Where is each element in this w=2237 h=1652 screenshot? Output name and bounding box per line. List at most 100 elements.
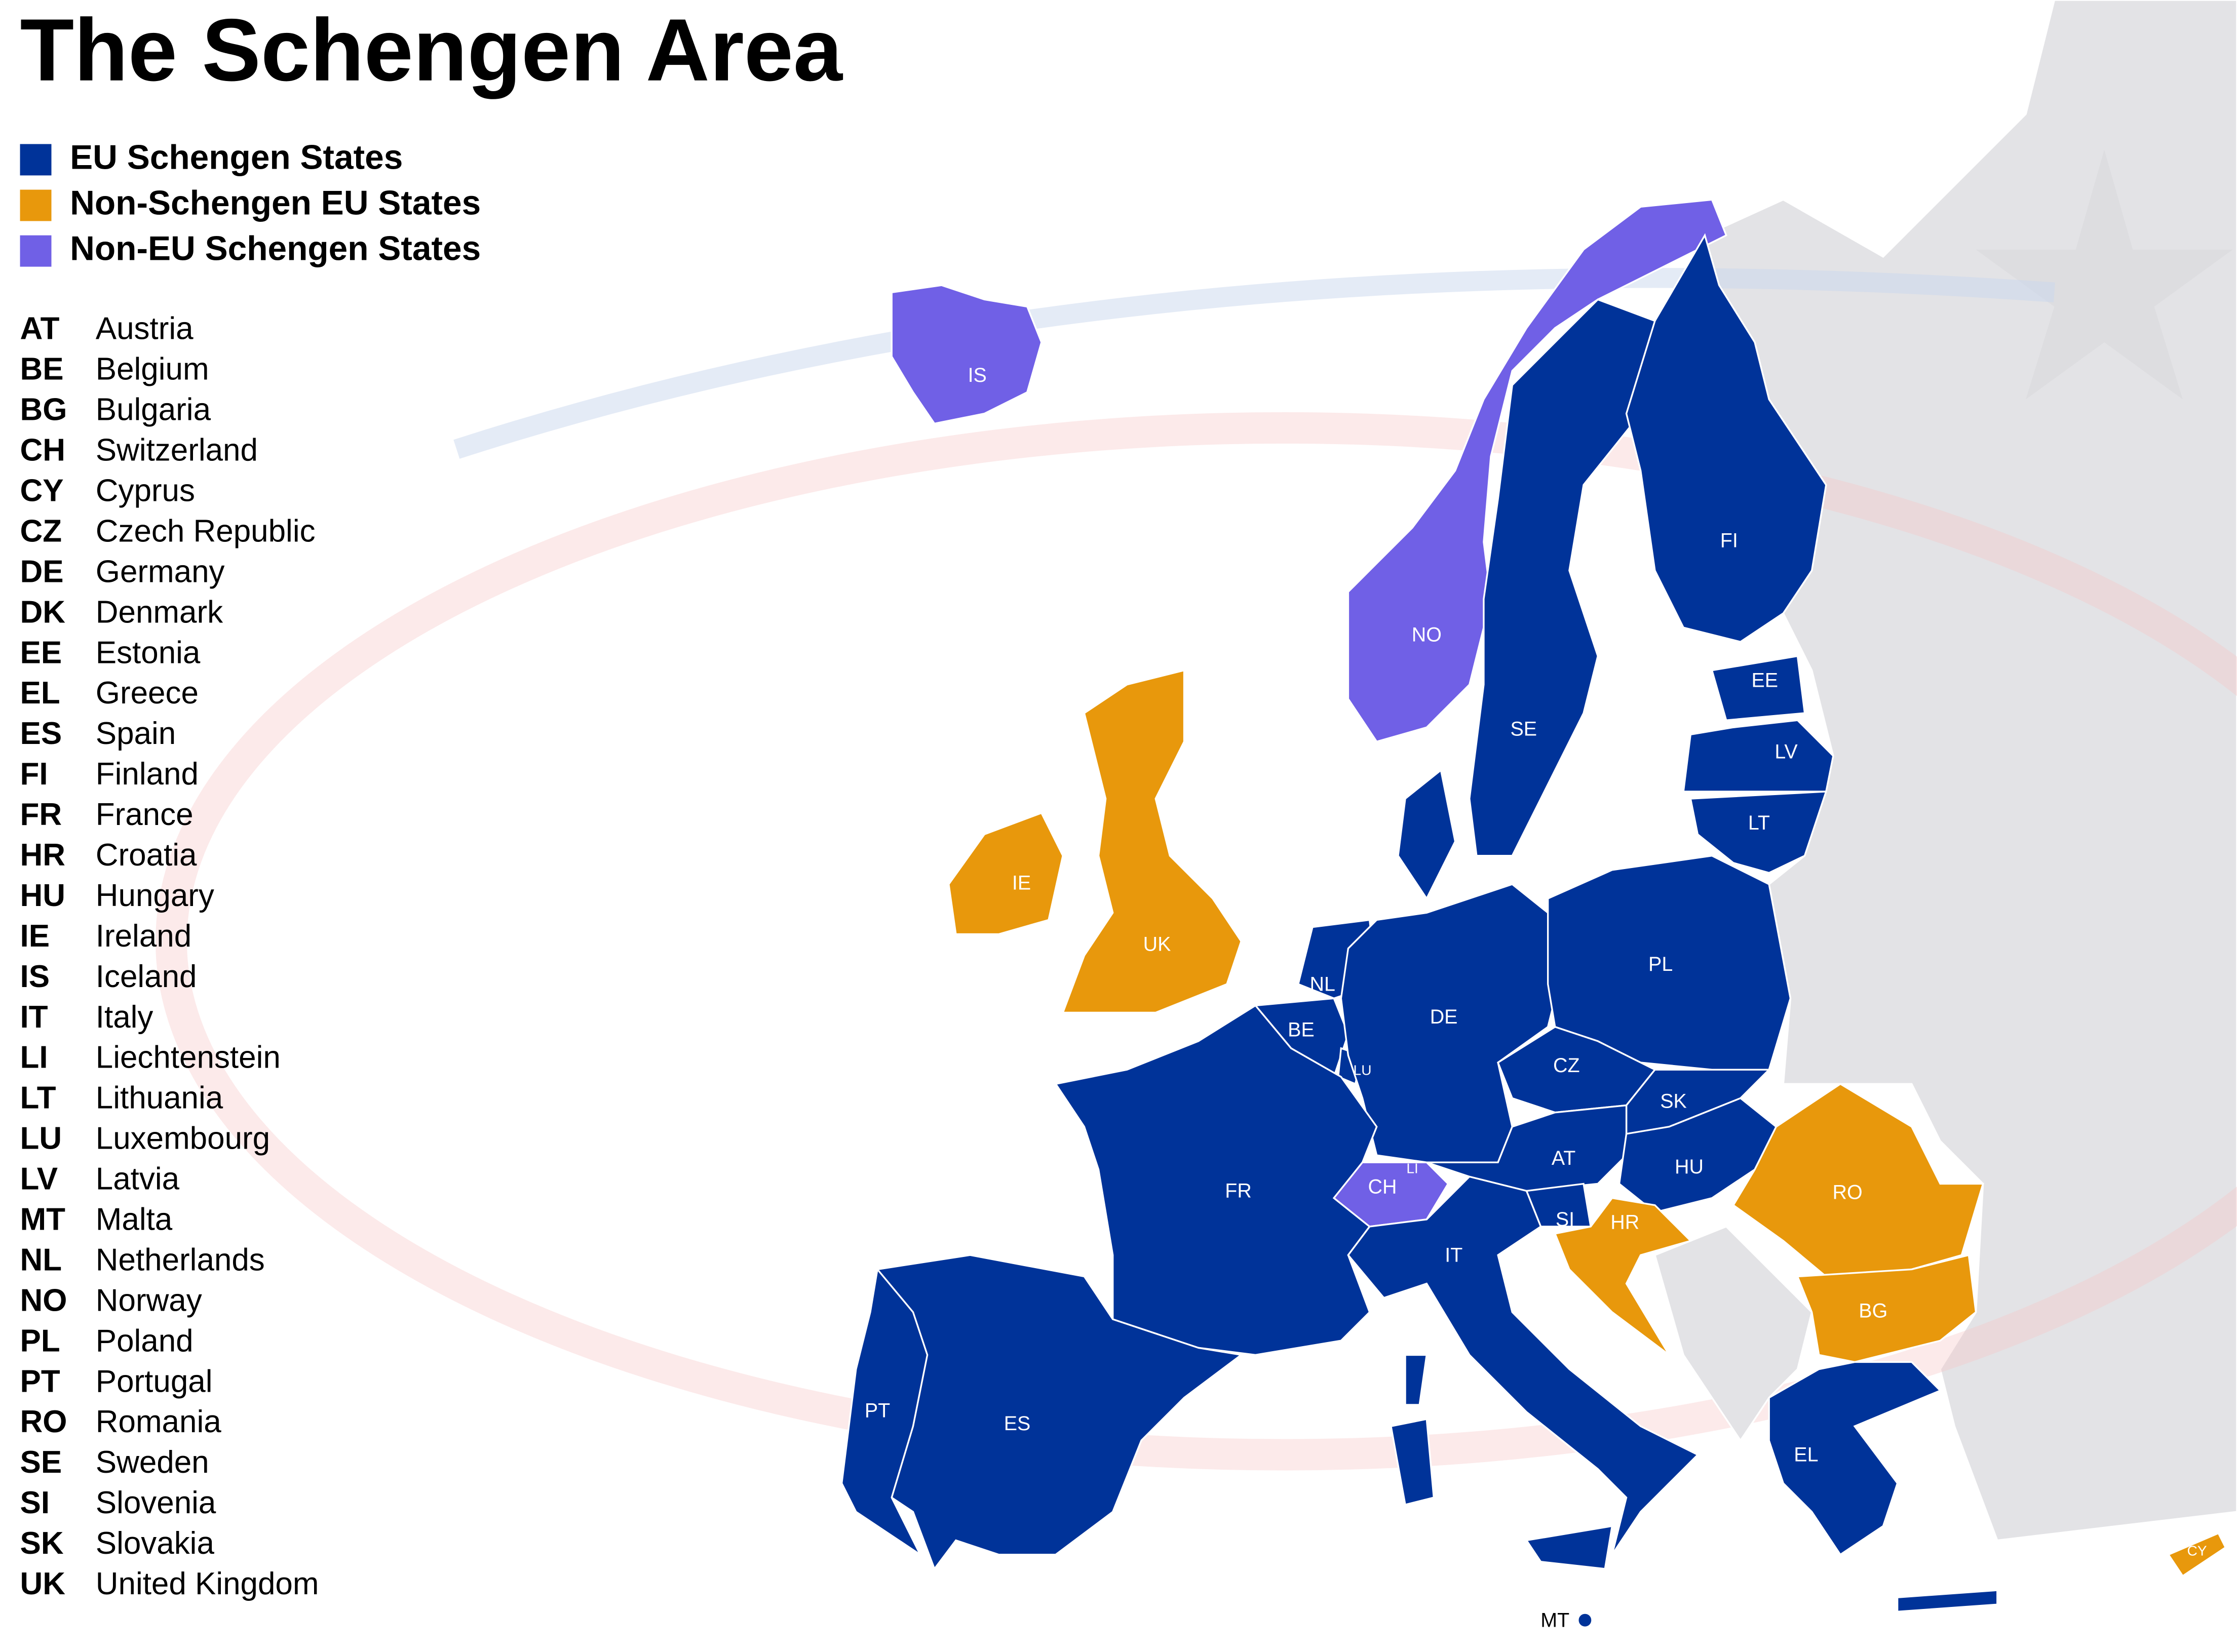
country-name: Sweden <box>96 1445 209 1480</box>
country-name: Switzerland <box>96 433 258 468</box>
country-name: Liechtenstein <box>96 1040 281 1075</box>
country-code: AT <box>20 311 60 346</box>
legend-label: Non-EU Schengen States <box>70 230 481 268</box>
country-cy <box>2167 1532 2227 1578</box>
map-label: SI <box>1556 1208 1574 1231</box>
country-name: Iceland <box>96 959 197 994</box>
country-lt <box>1689 791 1828 874</box>
legend: EU Schengen States Non-Schengen EU States… <box>20 138 481 268</box>
country-it <box>1347 1175 1700 1555</box>
country-bg <box>1796 1254 1977 1363</box>
map-label: BE <box>1288 1019 1315 1041</box>
country-code: IT <box>20 1000 48 1035</box>
country-code: FR <box>20 797 62 832</box>
map-label: BG <box>1859 1300 1887 1322</box>
country-name: Bulgaria <box>96 392 211 427</box>
map-label: UK <box>1143 933 1171 956</box>
map-label: ES <box>1004 1412 1031 1435</box>
country-fi <box>1625 233 1827 643</box>
country-name: Poland <box>96 1323 194 1358</box>
country-name: Finland <box>96 757 199 792</box>
country-name: Italy <box>96 1000 153 1035</box>
country-se <box>1469 298 1670 857</box>
map-label: LV <box>1775 740 1798 763</box>
country-name: Spain <box>96 716 176 751</box>
country-name: Hungary <box>96 878 214 913</box>
country-name: Slovenia <box>96 1485 216 1520</box>
map-label: RO <box>1833 1182 1863 1204</box>
map-label: CZ <box>1553 1054 1580 1077</box>
country-code: DK <box>20 595 66 630</box>
country-name: France <box>96 797 194 832</box>
country-code: SI <box>20 1485 50 1520</box>
map-label: MT <box>1540 1609 1569 1631</box>
map-label: CY <box>2187 1543 2207 1558</box>
country-it-sicily <box>1525 1525 1613 1570</box>
map-label: PT <box>865 1399 890 1422</box>
legend-swatch <box>20 144 52 176</box>
map-label: IS <box>968 364 987 386</box>
country-ro <box>1732 1083 1984 1278</box>
country-code: DE <box>20 554 64 589</box>
country-name: Latvia <box>96 1162 180 1197</box>
country-dk <box>1397 768 1456 900</box>
country-name: Portugal <box>96 1364 213 1399</box>
country-code: CZ <box>20 514 62 548</box>
country-name: United Kingdom <box>96 1566 319 1601</box>
swoosh <box>156 412 2237 1471</box>
country-pt <box>840 1267 929 1557</box>
map-label: NL <box>1310 973 1335 995</box>
map-label: DE <box>1430 1006 1458 1028</box>
country-code: SE <box>20 1445 62 1480</box>
map-label: FI <box>1720 530 1738 552</box>
legend-label: Non-Schengen EU States <box>70 184 481 222</box>
country-code: SK <box>20 1526 64 1561</box>
country-uk <box>1061 669 1243 1014</box>
map-label: CH <box>1368 1175 1397 1198</box>
country-hr <box>1554 1197 1692 1356</box>
country-name: Denmark <box>96 595 223 630</box>
country-code: IS <box>20 959 50 994</box>
country-code: NL <box>20 1242 62 1277</box>
country-name: Luxembourg <box>96 1121 270 1156</box>
map-label: LI <box>1406 1161 1418 1176</box>
country-code: MT <box>20 1202 66 1237</box>
country-code: IE <box>20 919 50 954</box>
map-label: HR <box>1610 1211 1639 1234</box>
country-lv <box>1682 719 1834 793</box>
country-code: LV <box>20 1162 58 1197</box>
map-label: PL <box>1648 953 1673 975</box>
country-code: CY <box>20 473 64 508</box>
country-code: NO <box>20 1283 67 1318</box>
legend-swatch <box>20 235 52 267</box>
legend-label: EU Schengen States <box>70 138 403 176</box>
map-label: HU <box>1675 1156 1704 1178</box>
map-label: IT <box>1445 1244 1462 1266</box>
country-name: Belgium <box>96 352 209 387</box>
country-name: Czech Republic <box>96 514 316 548</box>
map-label: EL <box>1794 1444 1818 1466</box>
country-no <box>1347 199 1727 743</box>
country-name: Netherlands <box>96 1242 265 1277</box>
country-name: Romania <box>96 1404 221 1439</box>
country-name: Croatia <box>96 838 197 873</box>
country-el <box>1768 1361 1942 1556</box>
country-name: Greece <box>96 676 199 711</box>
map-label: IE <box>1012 872 1031 894</box>
country-code: BE <box>20 352 64 387</box>
country-code: PL <box>20 1323 60 1358</box>
map-label: AT <box>1552 1147 1575 1169</box>
country-code: BG <box>20 392 67 427</box>
swoosh <box>453 268 2055 459</box>
country-name: Ireland <box>96 919 191 954</box>
country-code: HR <box>20 838 65 873</box>
country-de <box>1340 883 1556 1163</box>
country-code: LU <box>20 1121 62 1156</box>
map-label: SE <box>1511 718 1537 740</box>
country-fr-corsica <box>1404 1354 1428 1406</box>
country-code: LI <box>20 1040 48 1075</box>
map-label: EE <box>1751 670 1778 692</box>
country-list: AT Austria BE Belgium BG Bulgaria CH Switzerlan… <box>20 311 319 1601</box>
country-code: RO <box>20 1404 67 1439</box>
